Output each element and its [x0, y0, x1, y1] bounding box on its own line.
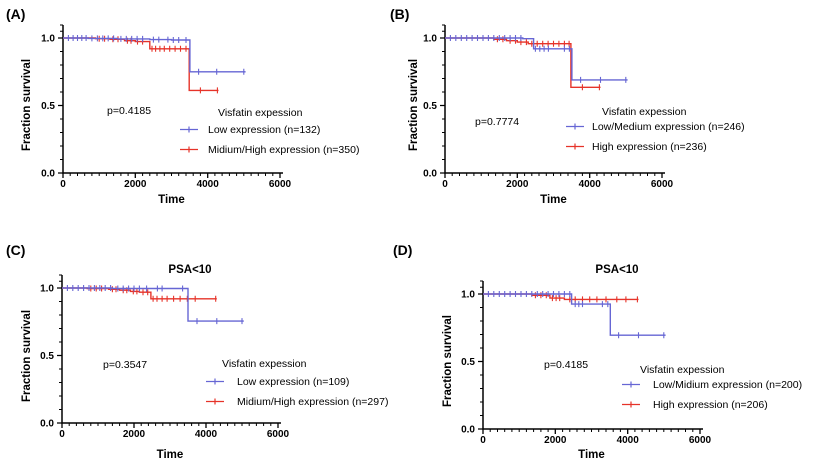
x-axis-label: Time — [158, 194, 185, 206]
censor-ticks-blue — [66, 285, 243, 325]
x-tick-label: 4000 — [195, 429, 218, 440]
x-tick-label: 0 — [60, 179, 66, 190]
survival-curve-red — [63, 37, 219, 92]
censor-ticks-blue — [487, 291, 665, 339]
x-tick-label: 0 — [480, 435, 486, 446]
km-plot-d: 0 2000 4000 6000 0.0 0.5 1.0 Time Fraction survi… — [393, 242, 802, 461]
legend-title: Visfatin expession — [640, 364, 725, 376]
x-tick-label: 2000 — [123, 429, 146, 440]
x-tick-label: 6000 — [269, 179, 292, 190]
y-tick-label: 1.0 — [461, 290, 475, 301]
x-axis-label: Time — [540, 194, 567, 206]
x-tick-label: 2000 — [124, 179, 147, 190]
legend-item-label: Low/Midium expression (n=200) — [653, 379, 802, 391]
panel-a: 0 2000 4000 6000 0.0 0.5 1.0 Time Fraction survi… — [0, 0, 390, 230]
km-plot-c: 0 2000 4000 6000 0.0 0.5 1.0 Time Fraction survi… — [6, 242, 388, 461]
y-tick-label: 1.0 — [423, 34, 437, 45]
survival-curve-blue — [63, 37, 246, 73]
survival-curve-blue — [445, 37, 628, 81]
censor-ticks-blue — [449, 35, 627, 83]
y-tick-label: 0.0 — [461, 425, 475, 436]
legend-item-label: Midium/High expression (n=350) — [208, 144, 359, 156]
panel-d: 0 2000 4000 6000 0.0 0.5 1.0 Time Fraction survi… — [390, 230, 824, 471]
x-axis-label: Time — [157, 449, 184, 461]
minor-ticks — [59, 274, 272, 426]
km-plot-a: 0 2000 4000 6000 0.0 0.5 1.0 Time Fraction survi… — [6, 6, 359, 206]
x-tick-label: 2000 — [544, 435, 567, 446]
y-tick-label: 0.5 — [41, 101, 55, 112]
legend-item-label: Low expression (n=109) — [237, 376, 349, 388]
panel-label: (B) — [390, 6, 409, 22]
x-tick-label: 6000 — [689, 435, 712, 446]
x-tick-label: 4000 — [579, 179, 602, 190]
panel-label: (C) — [6, 242, 25, 258]
legend-marker-blue — [622, 381, 640, 388]
censor-ticks-red — [496, 36, 600, 91]
y-tick-label: 0.5 — [40, 351, 54, 362]
plot-title: PSA<10 — [168, 264, 211, 276]
survival-curve-blue — [483, 293, 666, 336]
y-tick-label: 1.0 — [40, 284, 54, 295]
x-tick-label: 6000 — [651, 179, 674, 190]
p-value: p=0.4185 — [544, 359, 588, 371]
legend-item-label: Low expression (n=132) — [208, 124, 320, 136]
major-ticks — [440, 37, 663, 178]
panel-c: 0 2000 4000 6000 0.0 0.5 1.0 Time Fraction survi… — [0, 230, 390, 471]
major-ticks — [57, 287, 279, 428]
panel-label: (A) — [6, 6, 25, 22]
panel-b: 0 2000 4000 6000 0.0 0.5 1.0 Time Fraction survi… — [390, 0, 824, 230]
legend-marker-blue — [566, 123, 584, 130]
p-value: p=0.3547 — [103, 359, 147, 371]
legend-marker-blue — [180, 126, 198, 133]
minor-ticks — [60, 24, 274, 176]
censor-ticks-blue — [67, 35, 245, 75]
legend-item-label: High expression (n=236) — [592, 141, 707, 153]
legend-item-label: Midium/High expression (n=297) — [237, 396, 388, 408]
legend-title: Visfatin expession — [222, 358, 307, 370]
legend-title: Visfatin expession — [602, 106, 687, 118]
minor-ticks — [442, 24, 656, 176]
legend-item-label: Low/Medium expression (n=246) — [592, 121, 745, 133]
minor-ticks — [480, 280, 694, 432]
survival-curve-blue — [62, 287, 244, 322]
y-tick-label: 0.5 — [461, 357, 475, 368]
x-tick-label: 0 — [59, 429, 65, 440]
y-tick-label: 0.0 — [41, 169, 55, 180]
legend-item-label: High expression (n=206) — [653, 399, 768, 411]
legend-title: Visfatin expession — [218, 107, 303, 119]
panel-label: (D) — [393, 242, 412, 258]
y-axis-label: Fraction survival — [21, 59, 33, 151]
x-tick-label: 4000 — [617, 435, 640, 446]
x-axis-label: Time — [578, 449, 605, 461]
legend-marker-red — [622, 401, 640, 408]
p-value: p=0.4185 — [107, 105, 151, 117]
y-tick-label: 0.0 — [423, 169, 437, 180]
legend-marker-red — [206, 398, 224, 405]
y-tick-label: 0.5 — [423, 101, 437, 112]
legend-marker-red — [566, 143, 584, 150]
x-tick-label: 0 — [442, 179, 448, 190]
legend-marker-red — [180, 146, 198, 153]
legend-marker-blue — [206, 378, 224, 385]
x-tick-label: 4000 — [197, 179, 220, 190]
survival-curve-red — [483, 293, 639, 301]
p-value: p=0.7774 — [475, 116, 519, 128]
major-ticks — [478, 293, 701, 434]
plot-title: PSA<10 — [595, 264, 638, 276]
censor-ticks-red — [98, 35, 218, 94]
km-plot-b: 0 2000 4000 6000 0.0 0.5 1.0 Time Fraction survi… — [390, 6, 745, 206]
y-tick-label: 0.0 — [40, 419, 54, 430]
censor-ticks-red — [534, 292, 638, 303]
x-tick-label: 2000 — [506, 179, 529, 190]
major-ticks — [58, 37, 281, 178]
y-axis-label: Fraction survival — [21, 310, 33, 402]
y-axis-label: Fraction survival — [408, 59, 420, 151]
x-tick-label: 6000 — [267, 429, 290, 440]
y-tick-label: 1.0 — [41, 34, 55, 45]
y-axis-label: Fraction survival — [442, 315, 454, 407]
